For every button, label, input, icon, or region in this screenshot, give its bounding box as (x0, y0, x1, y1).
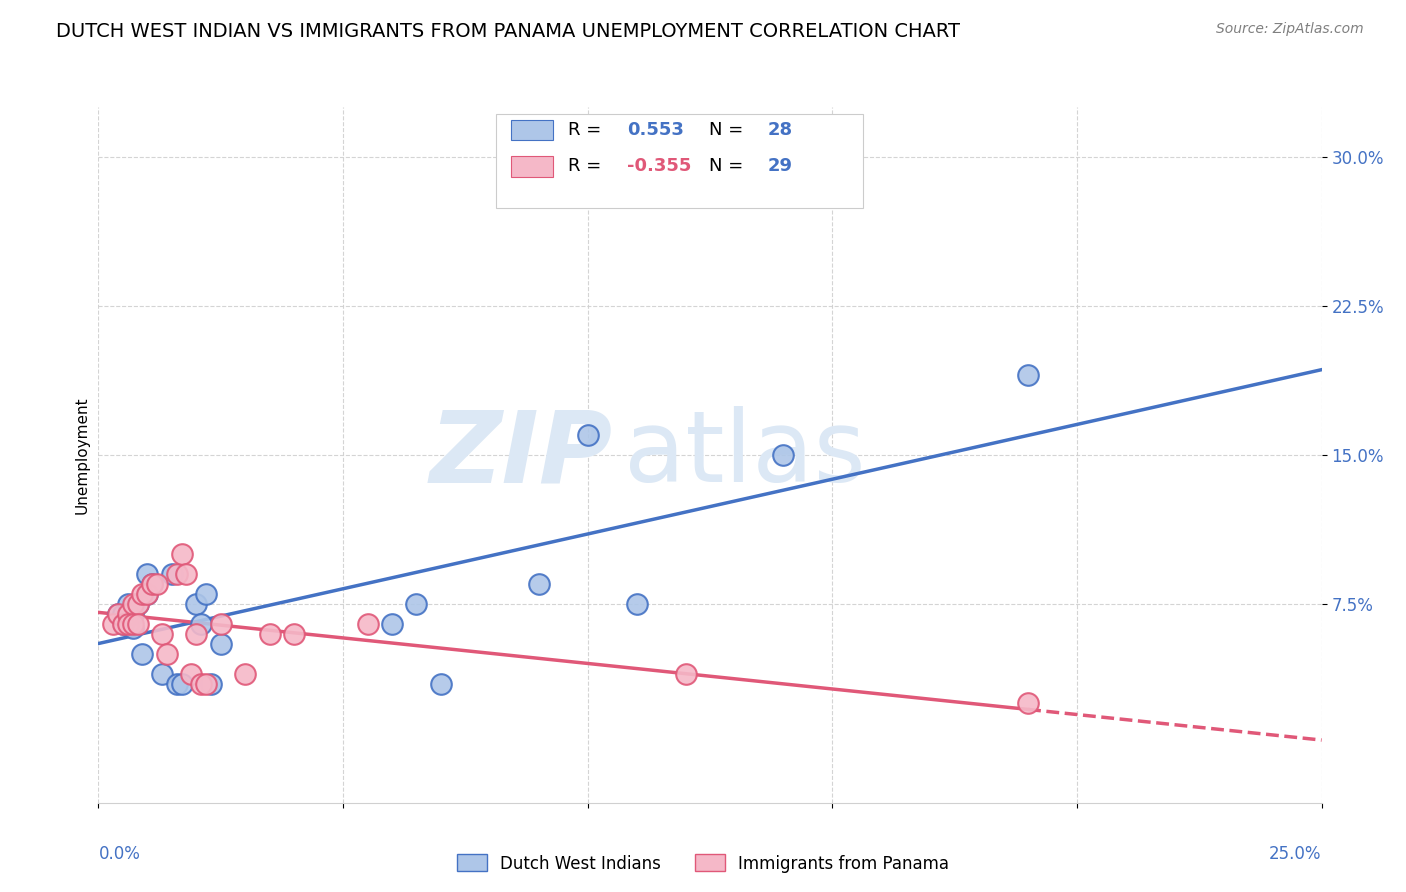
Point (170, 547, 193, 561)
Text: N =: N = (709, 157, 749, 175)
Point (121, 621, 143, 635)
Point (111, 616, 134, 631)
Point (170, 676, 193, 690)
Point (195, 587, 218, 601)
Point (626, 597, 648, 611)
Point (121, 597, 143, 611)
Point (209, 616, 232, 631)
Point (136, 587, 159, 601)
Point (186, 597, 208, 611)
Point (136, 587, 159, 601)
Point (156, 647, 179, 661)
Point (233, 666, 256, 681)
Point (190, 616, 212, 631)
Point (195, 676, 218, 690)
Point (1017, 697, 1039, 711)
Point (150, 627, 173, 641)
Point (117, 607, 139, 621)
Point (1017, 368, 1039, 383)
Point (136, 567, 159, 582)
Point (405, 597, 427, 611)
Legend: Dutch West Indians, Immigrants from Panama: Dutch West Indians, Immigrants from Pana… (450, 847, 956, 880)
Bar (496, 114, 863, 208)
Point (186, 627, 208, 641)
Text: R =: R = (568, 157, 607, 175)
Point (160, 567, 183, 582)
Point (772, 448, 794, 462)
Point (121, 607, 143, 621)
Point (117, 616, 139, 631)
Point (146, 577, 169, 591)
Point (200, 676, 222, 690)
Point (166, 676, 188, 690)
Point (131, 587, 153, 601)
Text: 0.553: 0.553 (627, 121, 683, 139)
Point (107, 607, 129, 621)
Text: atlas: atlas (624, 407, 866, 503)
Point (675, 666, 697, 681)
Point (259, 627, 281, 641)
Text: -0.355: -0.355 (627, 157, 692, 175)
Y-axis label: Unemployment: Unemployment (75, 396, 90, 514)
Point (576, 428, 599, 442)
Point (111, 607, 134, 621)
Text: Source: ZipAtlas.com: Source: ZipAtlas.com (1216, 22, 1364, 37)
Point (356, 616, 378, 631)
Point (127, 597, 149, 611)
Point (117, 597, 139, 611)
Point (121, 616, 143, 631)
Point (101, 616, 124, 631)
Point (141, 577, 163, 591)
Text: R =: R = (568, 121, 607, 139)
Point (150, 666, 173, 681)
Point (131, 647, 153, 661)
Point (209, 637, 232, 651)
Text: N =: N = (709, 121, 749, 139)
Text: 28: 28 (768, 121, 793, 139)
Point (176, 567, 198, 582)
Point (190, 676, 212, 690)
Point (141, 577, 163, 591)
Point (111, 616, 134, 631)
Bar (510, 120, 554, 140)
Text: ZIP: ZIP (429, 407, 612, 503)
Point (430, 676, 453, 690)
Text: 29: 29 (768, 157, 793, 175)
Point (527, 577, 550, 591)
Text: 0.0%: 0.0% (98, 845, 141, 863)
Text: 25.0%: 25.0% (1270, 845, 1322, 863)
Point (107, 607, 129, 621)
Point (166, 567, 188, 582)
Point (180, 666, 202, 681)
Point (127, 616, 149, 631)
Point (381, 616, 404, 631)
Point (283, 627, 305, 641)
Bar (510, 156, 554, 177)
Point (127, 597, 149, 611)
Text: DUTCH WEST INDIAN VS IMMIGRANTS FROM PANAMA UNEMPLOYMENT CORRELATION CHART: DUTCH WEST INDIAN VS IMMIGRANTS FROM PAN… (56, 22, 960, 41)
